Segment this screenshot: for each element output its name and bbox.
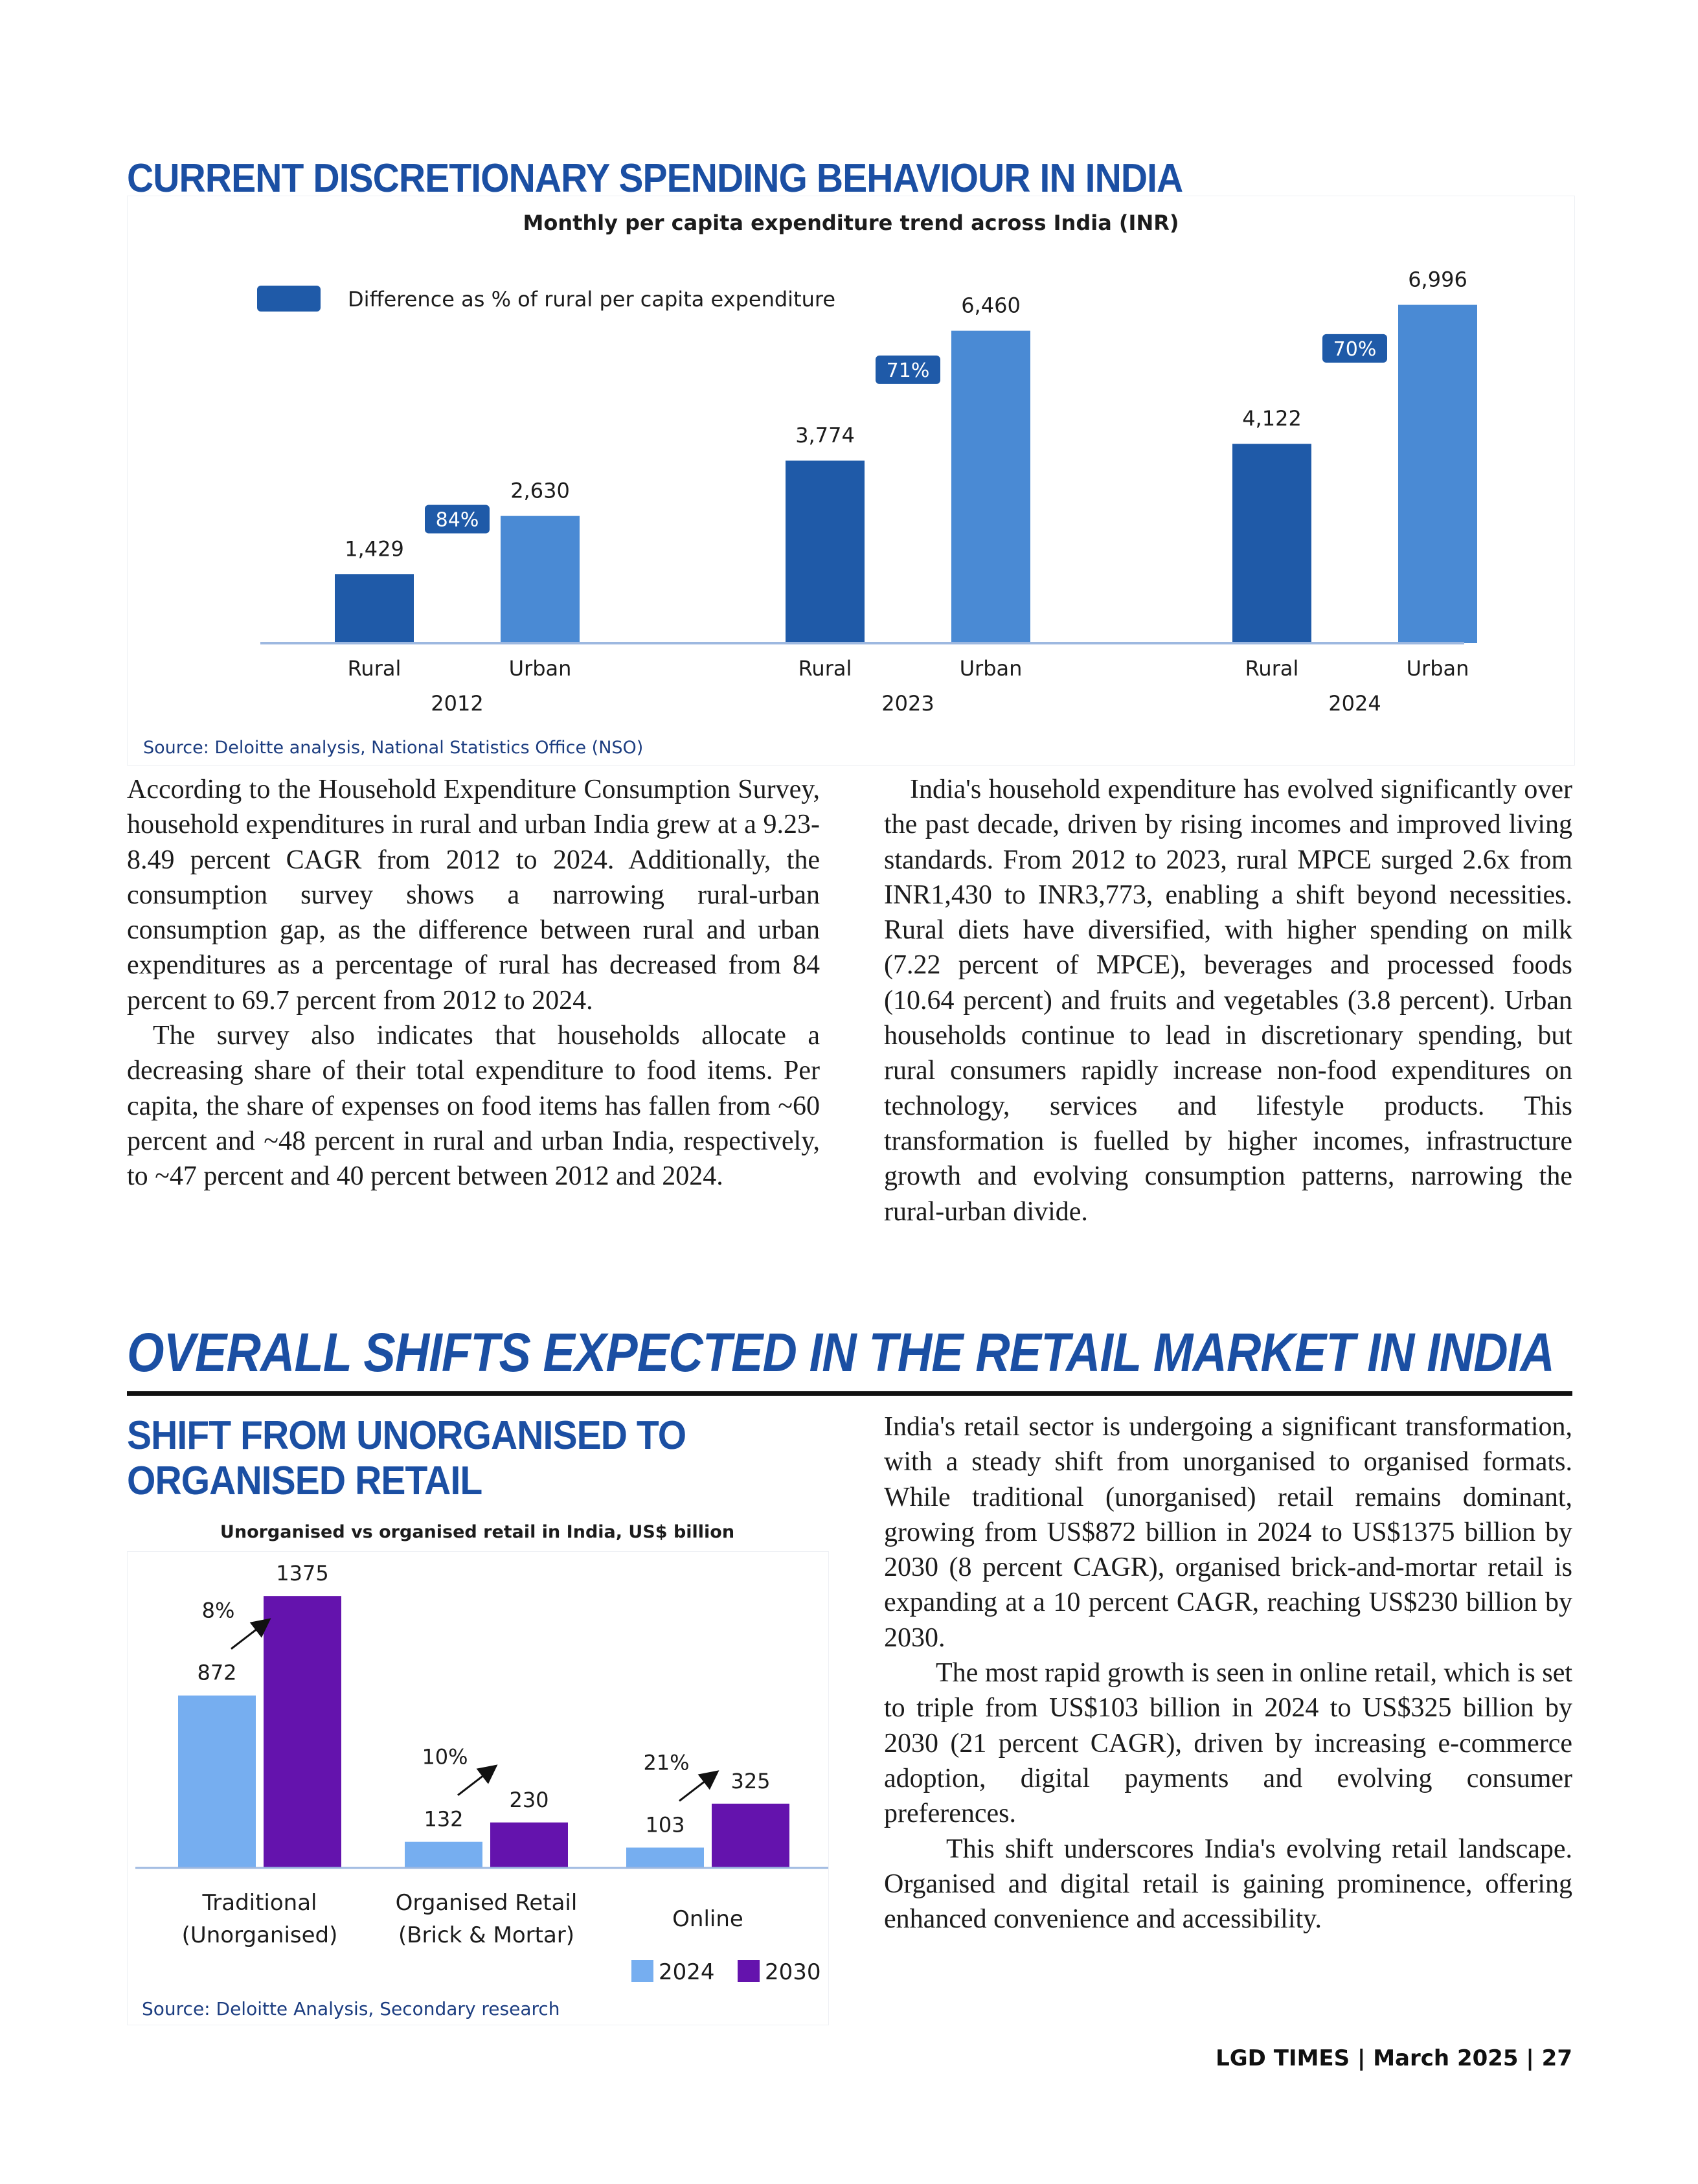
paragraph: According to the Household Expenditure C… [127,775,820,1016]
tick-label: Urban [960,656,1023,681]
chart-title: Monthly per capita expenditure trend acr… [523,210,1179,235]
growth-arrow [457,1764,498,1796]
difference-badge [876,355,940,384]
retail-chart-svg: 872 1375 Traditional (Unorganised) 8% 132 230 O… [135,1561,848,2019]
category-label: Traditional [201,1890,317,1916]
group-label: 2012 [431,691,483,716]
retail-text-column: India's retail sector is undergoing a si… [884,1409,1572,1937]
group-label: 2023 [881,691,934,716]
data-label: 6,460 [961,293,1021,318]
tick-label: Urban [509,656,572,681]
bar-2012-urban [501,516,580,643]
section-heading-retail-shifts: OVERALL SHIFTS EXPECTED IN THE RETAIL MA… [127,1322,1555,1383]
bar-2030-2 [712,1803,789,1868]
paragraph: The most rapid growth is seen in online … [884,1658,1572,1829]
legend-swatch-2024 [631,1960,653,1982]
bar-2024-2 [626,1847,704,1868]
category-label: (Brick & Mortar) [398,1922,574,1948]
data-label: 1375 [276,1561,328,1586]
bar-2024-0 [178,1695,256,1868]
tick-label: Rural [798,656,852,681]
page-footer: LGD TIMES | March 2025 | 27 [1216,2045,1572,2071]
data-label: 872 [197,1661,236,1685]
data-label: 325 [730,1769,770,1793]
chart-source: Source: Deloitte Analysis, Secondary res… [142,1998,560,2019]
tick-label: Rural [1245,656,1299,681]
data-label: 103 [645,1813,685,1837]
data-label: 6,996 [1408,267,1467,292]
growth-arrow [231,1618,271,1650]
difference-label: 84% [436,508,479,531]
chart-marks: 872 1375 Traditional (Unorganised) 8% 132 230 O… [178,1561,789,1948]
data-label: 4,122 [1242,406,1302,431]
difference-label: 71% [887,359,930,382]
legend-label-2024: 2024 [659,1959,715,1985]
tick-label: Rural [348,656,402,681]
bar-2030-1 [490,1822,568,1868]
data-label: 132 [424,1807,463,1832]
retail-chart: 872 1375 Traditional (Unorganised) 8% 132 230 O… [127,1551,848,2025]
bar-2024-rural [1232,444,1311,643]
bar-2023-urban [951,330,1030,643]
legend-swatch [257,286,321,312]
group-label: 2024 [1328,691,1381,716]
bar-2024-urban [1398,304,1477,643]
tick-label: Urban [1407,656,1469,681]
divider [127,1391,1572,1396]
category-label: (Unorganised) [182,1922,338,1948]
data-label: 2,630 [510,479,570,503]
heading-line: ORGANISED RETAIL [127,1459,482,1503]
data-label: 230 [509,1788,549,1812]
left-text-column: According to the Household Expenditure C… [127,772,820,1194]
paragraph: India's household expenditure has evolve… [884,775,1572,1227]
bar-2012-rural [335,574,414,643]
bar-2023-rural [786,461,865,643]
difference-badge [1322,334,1387,363]
growth-label: 8% [202,1598,235,1623]
growth-label: 10% [422,1745,468,1769]
mpce-chart-svg: Monthly per capita expenditure trend acr… [143,210,1477,758]
chart-marks: 1,429 Rural 2,630 Urban 2012 84% 3,774 Rural 6,4… [335,267,1477,716]
paragraph: This shift underscores India's evolving … [884,1834,1572,1935]
chart-source: Source: Deloitte analysis, National Stat… [143,738,643,758]
paragraph: India's retail sector is undergoing a si… [884,1412,1572,1653]
retail-chart-title: Unorganised vs organised retail in India… [220,1522,735,1542]
category-label: Online [672,1906,743,1932]
data-label: 3,774 [795,423,855,448]
legend-swatch-2030 [738,1960,760,1982]
mpce-chart: Monthly per capita expenditure trend acr… [127,196,1575,766]
difference-label: 70% [1333,338,1377,361]
heading-line: SHIFT FROM UNORGANISED TO [127,1413,686,1458]
difference-badge [425,505,490,534]
subsection-heading-organised-retail: SHIFT FROM UNORGANISED TO ORGANISED RETA… [127,1413,686,1504]
bar-2030-0 [264,1596,341,1868]
right-text-column: India's household expenditure has evolve… [884,772,1572,1229]
category-label: Organised Retail [396,1890,578,1916]
legend-label-2030: 2030 [765,1959,821,1985]
growth-label: 21% [643,1751,689,1775]
growth-arrow [679,1770,719,1802]
bar-2024-1 [405,1841,482,1868]
data-label: 1,429 [345,536,404,561]
section-heading-discretionary-spending: CURRENT DISCRETIONARY SPENDING BEHAVIOUR… [127,156,1183,201]
paragraph: The survey also indicates that household… [127,1021,820,1192]
legend-label: Difference as % of rural per capita expe… [348,287,835,312]
